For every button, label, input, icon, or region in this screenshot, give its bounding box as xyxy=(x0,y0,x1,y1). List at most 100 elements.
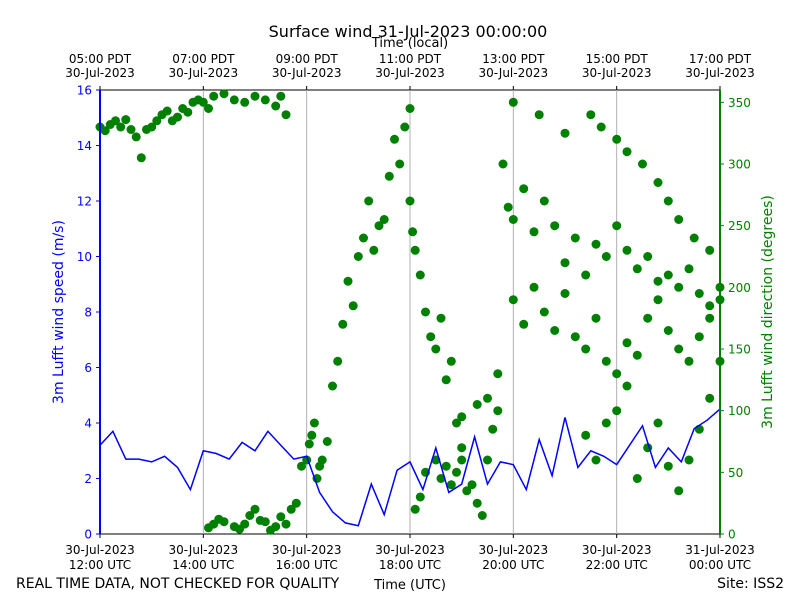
direction-point xyxy=(111,116,120,126)
direction-point xyxy=(173,112,182,122)
direction-point xyxy=(560,258,570,268)
direction-point xyxy=(426,332,436,342)
direction-point xyxy=(591,455,601,465)
top-tick-date: 30-Jul-2023 xyxy=(169,66,239,80)
direction-point xyxy=(408,227,418,237)
direction-point xyxy=(446,480,456,490)
direction-point xyxy=(581,430,591,440)
left-tick-label: 8 xyxy=(84,306,92,320)
direction-point xyxy=(529,282,539,292)
direction-point xyxy=(452,418,461,428)
bottom-tick-time: 20:00 UTC xyxy=(482,558,544,572)
direction-point xyxy=(622,338,632,348)
direction-point xyxy=(508,295,518,305)
bottom-tick-date: 30-Jul-2023 xyxy=(582,543,652,557)
direction-point xyxy=(374,221,384,231)
left-tick-label: 2 xyxy=(84,472,92,486)
direction-point xyxy=(643,313,653,323)
direction-point xyxy=(483,455,492,465)
direction-point xyxy=(152,116,162,126)
direction-point xyxy=(550,326,560,335)
direction-point xyxy=(674,282,684,292)
direction-point xyxy=(395,159,405,169)
direction-point xyxy=(477,511,487,520)
direction-point xyxy=(591,239,601,249)
bottom-tick-date: 31-Jul-2023 xyxy=(685,543,755,557)
direction-point xyxy=(276,512,286,522)
direction-point xyxy=(601,252,611,261)
top-tick-date: 30-Jul-2023 xyxy=(685,66,755,80)
direction-point xyxy=(136,153,146,163)
bottom-tick-time: 22:00 UTC xyxy=(586,558,648,572)
direction-point xyxy=(684,356,694,366)
direction-point xyxy=(405,196,415,206)
direction-point xyxy=(126,125,136,134)
direction-point xyxy=(493,406,503,416)
top-tick-date: 30-Jul-2023 xyxy=(375,66,445,80)
direction-point xyxy=(441,375,451,385)
quality-note: REAL TIME DATA, NOT CHECKED FOR QUALITY xyxy=(16,576,340,592)
direction-point xyxy=(121,115,131,125)
direction-point xyxy=(591,313,601,323)
direction-point xyxy=(560,289,570,298)
direction-point xyxy=(271,522,281,532)
direction-point xyxy=(705,393,715,403)
top-tick-time: 15:00 PDT xyxy=(586,52,649,66)
direction-point xyxy=(457,412,467,422)
direction-point xyxy=(601,418,611,428)
direction-point xyxy=(229,95,239,105)
left-tick-label: 10 xyxy=(77,250,92,264)
top-tick-date: 30-Jul-2023 xyxy=(65,66,135,80)
direction-point xyxy=(612,406,622,416)
direction-point xyxy=(421,307,430,317)
direction-point xyxy=(612,369,622,379)
direction-point xyxy=(498,159,508,169)
direction-point xyxy=(684,455,694,465)
direction-point xyxy=(529,227,539,237)
direction-point xyxy=(338,319,348,329)
left-tick-label: 4 xyxy=(84,417,92,431)
direction-point xyxy=(304,439,314,449)
bottom-tick-time: 00:00 UTC xyxy=(689,558,751,572)
direction-point xyxy=(441,461,451,471)
direction-point xyxy=(674,486,684,496)
direction-point xyxy=(369,245,379,255)
direction-point xyxy=(183,107,193,117)
direction-point xyxy=(452,467,461,477)
bottom-tick-time: 18:00 UTC xyxy=(379,558,441,572)
direction-point xyxy=(622,147,632,157)
direction-point xyxy=(472,400,482,409)
direction-point xyxy=(457,455,467,465)
left-tick-label: 16 xyxy=(77,84,92,98)
direction-point xyxy=(684,264,694,274)
direction-point xyxy=(198,97,208,107)
direction-point xyxy=(410,504,420,514)
direction-point xyxy=(348,301,358,311)
direction-point xyxy=(333,356,343,366)
bottom-tick-time: 14:00 UTC xyxy=(172,558,234,572)
direction-point xyxy=(271,101,281,111)
direction-point xyxy=(131,132,141,142)
direction-point xyxy=(309,418,319,428)
right-tick-label: 150 xyxy=(728,343,751,357)
direction-point xyxy=(281,519,291,529)
top-tick-time: 13:00 PDT xyxy=(482,52,545,66)
top-axis-title: Time (local) xyxy=(371,36,448,51)
top-tick-time: 11:00 PDT xyxy=(379,52,442,66)
direction-point xyxy=(204,104,213,113)
direction-point xyxy=(462,486,472,496)
direction-point xyxy=(508,97,518,107)
direction-point xyxy=(612,221,622,231)
direction-point xyxy=(219,89,229,99)
direction-point xyxy=(379,215,389,224)
direction-point xyxy=(353,252,363,261)
top-tick-time: 17:00 PDT xyxy=(689,52,752,66)
bottom-tick-date: 30-Jul-2023 xyxy=(272,543,342,557)
speed-series-line xyxy=(99,408,721,527)
left-tick-label: 6 xyxy=(84,361,92,375)
direction-point xyxy=(472,498,482,508)
direction-point xyxy=(508,215,518,224)
direction-point xyxy=(663,326,673,335)
direction-point xyxy=(596,122,606,132)
